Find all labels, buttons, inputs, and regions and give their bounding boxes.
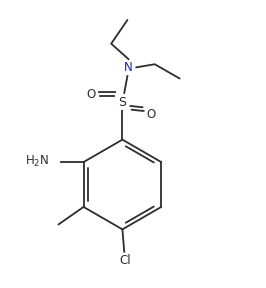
Text: N: N xyxy=(124,61,133,74)
Text: Cl: Cl xyxy=(119,254,131,267)
Text: H$_2$N: H$_2$N xyxy=(25,154,49,169)
Text: S: S xyxy=(118,96,126,109)
Text: O: O xyxy=(86,88,95,101)
Text: O: O xyxy=(147,108,156,121)
